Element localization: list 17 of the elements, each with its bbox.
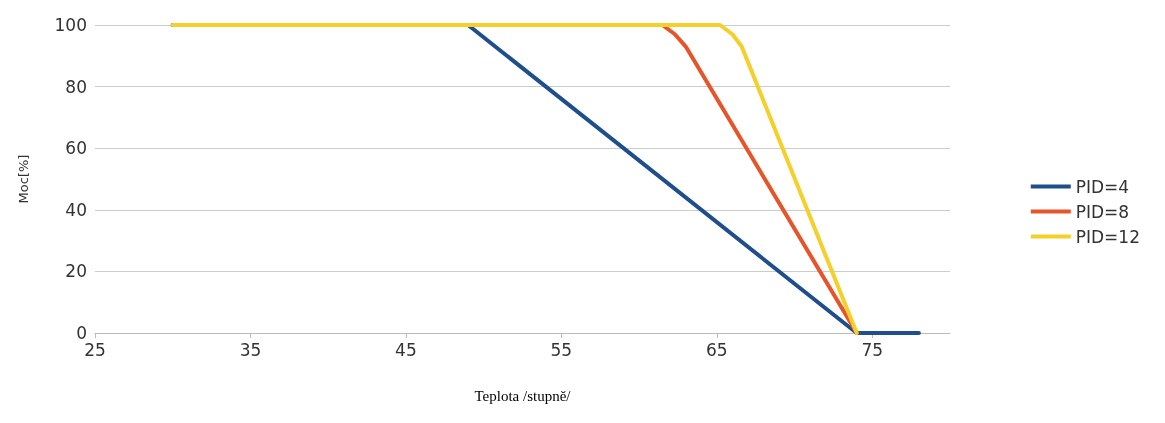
- legend-label: PID=12: [1075, 226, 1140, 247]
- x-tick-label: 75: [861, 339, 884, 360]
- y-tick-label: 0: [76, 323, 87, 343]
- legend-label: PID=8: [1075, 201, 1130, 222]
- x-axis-title: Teplota /stupně/: [474, 387, 572, 404]
- y-tick-label: 20: [65, 261, 87, 282]
- y-tick-label: 80: [65, 76, 87, 97]
- y-tick-label: 100: [54, 15, 87, 35]
- x-tick-label: 45: [395, 339, 417, 360]
- y-axis-title: Moc[%]: [16, 154, 31, 204]
- x-tick-label: 35: [239, 339, 262, 360]
- x-tick-label: 25: [84, 339, 106, 360]
- x-tick-label: 55: [550, 339, 573, 360]
- x-tick-label: 65: [706, 339, 728, 360]
- y-tick-label: 40: [65, 199, 87, 220]
- y-tick-label: 60: [65, 138, 87, 159]
- legend-label: PID=4: [1075, 176, 1130, 197]
